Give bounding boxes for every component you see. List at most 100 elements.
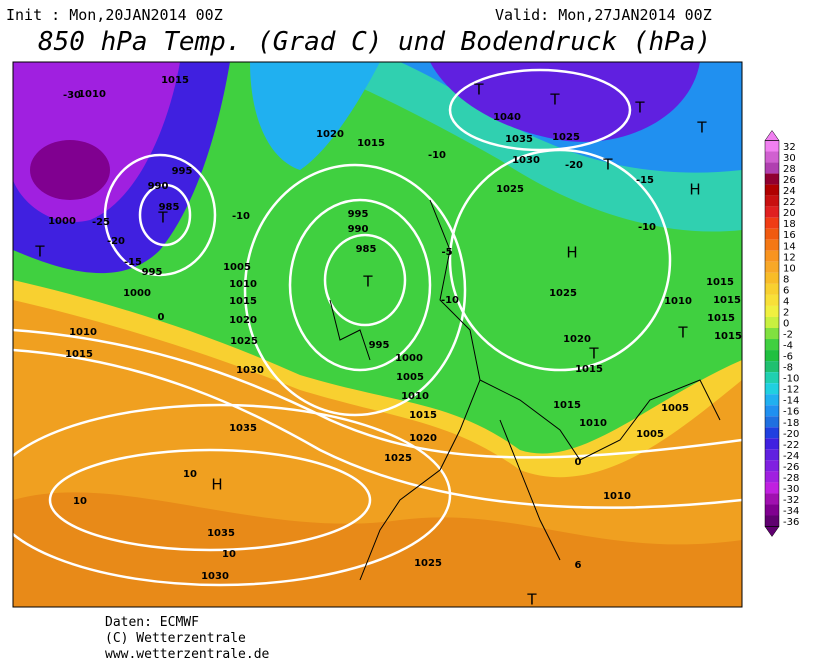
colorbar-swatch (765, 493, 779, 505)
cold-pool (250, 62, 380, 170)
pressure-center: T (526, 591, 537, 609)
contour-label: 1010 (579, 418, 607, 429)
contour-label: -20 (565, 160, 583, 171)
colorbar-label: 30 (783, 153, 796, 164)
colorbar-swatch (765, 372, 779, 384)
colorbar-swatch (765, 316, 779, 328)
colorbar-label: -14 (783, 396, 799, 407)
colorbar-swatch (765, 239, 779, 251)
pressure-center: T (677, 324, 688, 342)
contour-label: 1025 (414, 558, 442, 569)
contour-label: -5 (441, 247, 452, 258)
pressure-center: T (549, 91, 560, 109)
pressure-center: T (588, 345, 599, 363)
colorbar-swatch (765, 327, 779, 340)
contour-label: 1010 (401, 391, 429, 402)
pressure-center: T (473, 81, 484, 99)
colorbar-swatch (765, 438, 779, 450)
contour-label: -30 (63, 90, 81, 101)
colorbar-label: -28 (783, 473, 799, 484)
contour-label: 1015 (357, 138, 385, 149)
colorbar-swatch (765, 449, 779, 461)
contour-label: 1010 (229, 279, 257, 290)
colorbar-swatch (765, 151, 779, 163)
colorbar-label: 18 (783, 219, 796, 230)
contour-label: 0 (575, 457, 582, 468)
pressure-center: T (34, 243, 45, 261)
colorbar-cap (764, 526, 780, 537)
colorbar-swatch (765, 361, 779, 373)
map-frame (12, 61, 743, 608)
colorbar-label: 26 (783, 175, 796, 186)
contour-label: -15 (636, 175, 654, 186)
colorbar-label: 4 (783, 296, 789, 307)
colorbar-swatch (765, 140, 779, 152)
contour-label: 1015 (706, 277, 734, 288)
colorbar-swatch (765, 427, 779, 439)
colorbar-label: -18 (783, 418, 799, 429)
colorbar-swatch (765, 294, 779, 306)
colorbar-label: -26 (783, 462, 799, 473)
colorbar-swatch (765, 305, 779, 317)
contour-label: 995 (348, 209, 369, 220)
contour-label: 1005 (223, 262, 251, 273)
colorbar-swatch (765, 228, 779, 240)
colorbar-label: -12 (783, 385, 799, 396)
colorbar-swatch (765, 339, 779, 351)
colorbar-label: -22 (783, 440, 799, 451)
colorbar: 32302826242220181614121086420-2-4-6-8-10… (764, 130, 799, 537)
pressure-center: H (211, 476, 222, 494)
contour-label: 1015 (409, 410, 437, 421)
colorbar-swatch (765, 405, 779, 417)
colorbar-label: -36 (783, 517, 799, 528)
map-title: 850 hPa Temp. (Grad C) und Bodendruck (h… (38, 27, 711, 57)
contour-label: 1005 (636, 429, 664, 440)
colorbar-label: 2 (783, 307, 789, 318)
colorbar-swatch (765, 482, 779, 494)
contour-label: 1010 (69, 327, 97, 338)
colorbar-label: 32 (783, 142, 796, 153)
contour-label: 1035 (505, 134, 533, 145)
contour-label: 1020 (409, 433, 437, 444)
contour-label: 1015 (707, 313, 735, 324)
colorbar-label: -32 (783, 495, 799, 506)
contour-label: 1015 (575, 364, 603, 375)
contour-label: 1010 (78, 89, 106, 100)
pressure-center: T (696, 119, 707, 137)
pressure-center: T (157, 209, 168, 227)
colorbar-label: 20 (783, 208, 796, 219)
contour-label: 10 (183, 469, 197, 480)
colorbar-label: 6 (783, 285, 789, 296)
contour-label: 1035 (229, 423, 257, 434)
colorbar-label: -6 (783, 352, 793, 363)
contour-label: -25 (92, 217, 110, 228)
colorbar-label: 12 (783, 252, 796, 263)
contour-label: 985 (159, 202, 180, 213)
contour-label: 1015 (714, 331, 742, 342)
contour-label: 1030 (512, 155, 540, 166)
contour-label: -10 (441, 295, 459, 306)
contour-label: 1005 (661, 403, 689, 414)
contour-label: 1030 (201, 571, 229, 582)
colorbar-swatch (765, 515, 779, 527)
contour-label: 1000 (48, 216, 76, 227)
colorbar-swatch (765, 504, 779, 516)
contour-label: -10 (638, 222, 656, 233)
colorbar-frame (764, 140, 780, 527)
warm-core (13, 492, 742, 607)
colorbar-label: 14 (783, 241, 796, 252)
contour-label: -20 (107, 236, 125, 247)
colorbar-swatch (765, 383, 779, 395)
contour-label: 0 (158, 312, 165, 323)
contour-label: 1025 (552, 132, 580, 143)
contour-label: 1000 (123, 288, 151, 299)
colorbar-swatch (765, 283, 779, 295)
website: www.wetterzentrale.de (105, 647, 270, 662)
colorbar-label: -20 (783, 429, 799, 440)
colorbar-swatch (765, 250, 779, 262)
contour-label: -10 (428, 150, 446, 161)
colorbar-label: -4 (783, 341, 793, 352)
